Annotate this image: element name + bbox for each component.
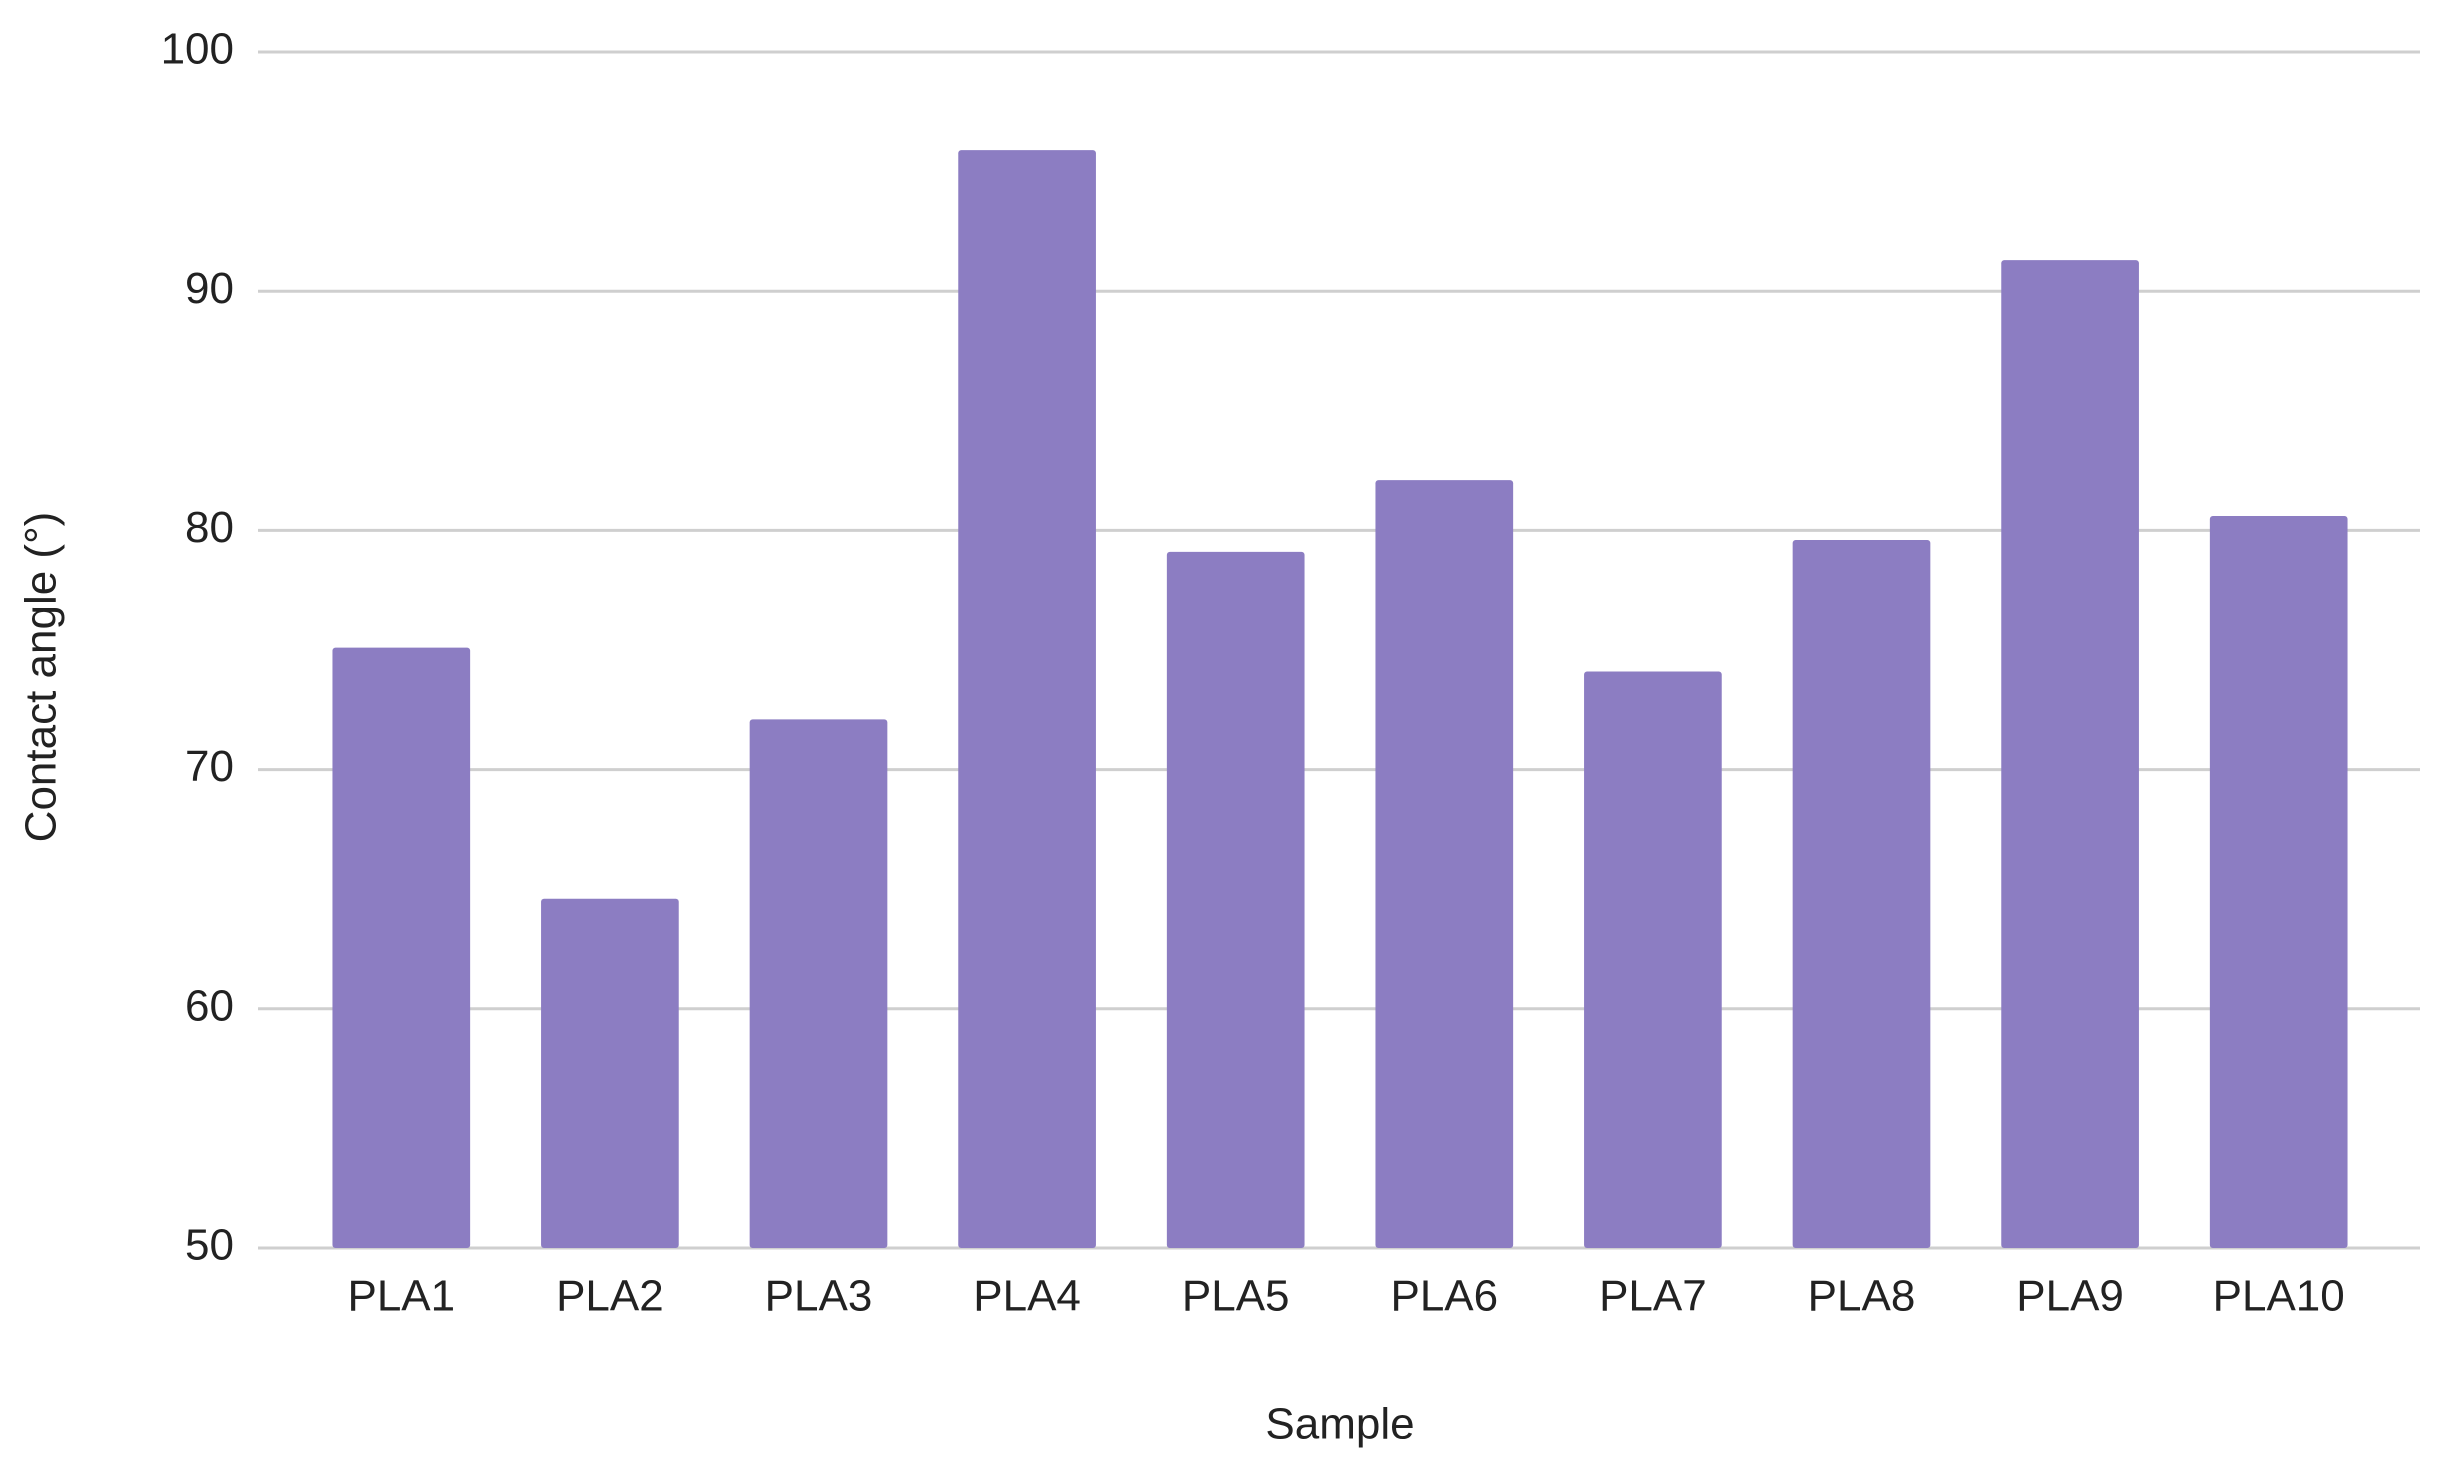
x-tick-label: PLA7 [1599,1272,1707,1321]
bar [1792,539,1931,1248]
x-tick-label: PLA9 [2016,1272,2124,1321]
x-tick-label: PLA8 [1808,1272,1916,1321]
y-tick-label: 80 [185,503,234,552]
bar [332,647,471,1248]
x-tick-label: PLA4 [973,1272,1081,1321]
bar [2209,516,2348,1248]
y-tick-label: 60 [185,981,234,1030]
x-tick-label: PLA1 [347,1272,455,1321]
x-tick-label: PLA5 [1182,1272,1290,1321]
y-tick-label: 70 [185,742,234,791]
bar [541,898,679,1248]
bar [749,719,888,1248]
x-axis-title: Sample [1265,1400,1414,1449]
x-tick-label: PLA10 [2213,1272,2345,1321]
bar [958,150,1096,1248]
y-tick-label: 100 [161,25,234,74]
bar [1375,480,1514,1249]
y-axis-title: Contact angle (°) [17,512,66,843]
x-tick-label: PLA3 [765,1272,873,1321]
bar [2001,260,2139,1248]
y-tick-label: 90 [185,264,234,313]
bar [1166,551,1305,1248]
bar [1584,671,1722,1248]
x-tick-label: PLA2 [556,1272,664,1321]
y-tick-label: 50 [185,1221,234,1270]
x-tick-label: PLA6 [1390,1272,1498,1321]
